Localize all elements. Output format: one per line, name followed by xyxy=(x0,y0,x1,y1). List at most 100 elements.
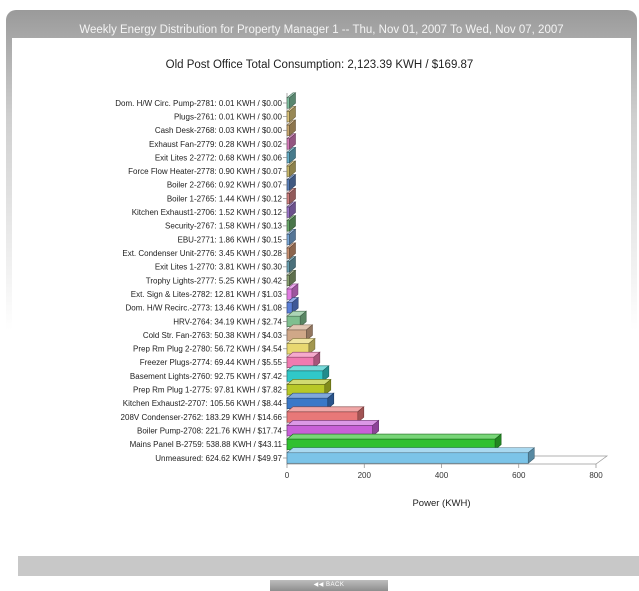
bar-side xyxy=(372,419,379,437)
bar xyxy=(286,378,332,396)
x-tick-label: 200 xyxy=(358,471,372,480)
category-label: Mains Panel B-2759: 538.88 KWH / $43.11 xyxy=(130,440,283,449)
category-label: Prep Rm Plug 2-2780: 56.72 KWH / $4.54 xyxy=(133,345,283,354)
bar-front xyxy=(286,179,290,191)
bar-front xyxy=(286,206,290,218)
bar-side xyxy=(327,392,335,410)
bar-top xyxy=(286,420,380,426)
bar-top xyxy=(286,433,502,440)
bar-side xyxy=(289,242,296,260)
category-label: Trophy Lights-2777: 5.25 KWH / $0.42 xyxy=(146,276,283,285)
x-tick-label: 0 xyxy=(285,471,290,480)
category-label: Kitchen Exhaust1-2706: 1.52 KWH / $0.12 xyxy=(132,208,283,217)
bar xyxy=(286,419,380,437)
bar-front xyxy=(286,97,290,109)
bar xyxy=(286,146,297,164)
bar-top xyxy=(286,392,335,399)
category-label: Boiler 1-2765: 1.44 KWH / $0.12 xyxy=(167,194,283,203)
category-label: Exit Lites 1-2770: 3.81 KWH / $0.30 xyxy=(155,263,283,272)
bar-front xyxy=(286,233,290,246)
category-label: Ext. Condenser Unit-2776: 3.45 KWH / $0.… xyxy=(122,249,282,258)
bar-front xyxy=(286,152,290,164)
bar-side xyxy=(291,283,299,301)
category-label: Freezer Plugs-2774: 69.44 KWH / $5.55 xyxy=(140,358,283,367)
bar-top xyxy=(286,406,365,413)
bar-side xyxy=(494,433,502,451)
bar-side xyxy=(289,146,296,164)
bar-front xyxy=(286,274,290,287)
chart-title: Old Post Office Total Consumption: 2,123… xyxy=(165,59,474,71)
bar xyxy=(286,174,297,191)
bar-front xyxy=(286,220,290,232)
bar-side xyxy=(289,214,296,232)
bar-top xyxy=(286,365,330,372)
bar-side xyxy=(289,187,296,205)
bar xyxy=(286,119,297,137)
category-label: Security-2767: 1.58 KWH / $0.13 xyxy=(165,222,283,231)
bar-side xyxy=(289,105,296,123)
bar-top xyxy=(286,379,332,385)
category-label: Cold Str. Fan-2763: 50.38 KWH / $4.03 xyxy=(143,331,283,340)
bar-side xyxy=(308,337,316,355)
category-label: EBU-2771: 1.86 KWH / $0.15 xyxy=(178,235,283,244)
bar xyxy=(286,201,297,219)
bar xyxy=(286,324,314,342)
bar-side xyxy=(291,296,299,314)
bar-front xyxy=(286,302,293,314)
bar xyxy=(286,310,308,328)
bar-front xyxy=(286,111,290,123)
bar xyxy=(286,269,297,287)
category-label: Exit Lites 2-2772: 0.68 KWH / $0.06 xyxy=(155,153,283,162)
bar-side xyxy=(324,378,332,396)
bar xyxy=(286,133,297,150)
bar-side xyxy=(289,255,296,273)
bar-front xyxy=(286,452,529,464)
bar-top xyxy=(286,447,536,454)
bar xyxy=(286,255,297,273)
bar-side xyxy=(289,92,296,109)
bar xyxy=(286,283,299,301)
category-label: Force Flow Heater-2778: 0.90 KWH / $0.07 xyxy=(128,167,282,176)
x-axis-title: Power (KWH) xyxy=(412,498,470,509)
category-label: Boiler 2-2766: 0.92 KWH / $0.07 xyxy=(167,181,283,190)
category-label: Kitchen Exhaust2-2707: 105.56 KWH / $8.4… xyxy=(123,399,283,408)
bar-side xyxy=(527,447,535,464)
category-label: 208V Condenser-2762: 183.29 KWH / $14.66 xyxy=(121,413,283,422)
bar-side xyxy=(357,406,365,423)
bar xyxy=(286,242,297,260)
bar-side xyxy=(289,269,296,287)
bar xyxy=(286,365,330,382)
bar-side xyxy=(289,174,296,191)
bar xyxy=(286,214,297,232)
bar-side xyxy=(289,160,296,178)
x-tick-label: 400 xyxy=(435,471,449,480)
category-label: Boiler Pump-2708: 221.76 KWH / $17.74 xyxy=(137,426,283,435)
bar-front xyxy=(286,165,290,177)
bar-front xyxy=(286,261,290,273)
category-label: Prep Rm Plug 1-2775: 97.81 KWH / $7.82 xyxy=(133,386,283,395)
page-title: Weekly Energy Distribution for Property … xyxy=(79,24,564,36)
category-label: Dom. H/W Circ. Pump-2781: 0.01 KWH / $0.… xyxy=(115,99,282,108)
bar xyxy=(286,92,297,109)
bar xyxy=(286,160,297,178)
bar-side xyxy=(289,228,296,246)
category-label: Ext. Sign & Lites-2782: 12.81 KWH / $1.0… xyxy=(131,290,283,299)
bar xyxy=(286,337,316,355)
bar xyxy=(286,228,297,246)
category-label: Unmeasured: 624.62 KWH / $49.97 xyxy=(155,454,282,463)
bar xyxy=(286,105,297,123)
bar-front xyxy=(286,138,290,150)
footer-bar xyxy=(18,556,639,576)
category-label: Dom. H/W Recirc.-2773: 13.46 KWH / $1.08 xyxy=(126,304,283,313)
back-button[interactable]: ◀◀ BACK xyxy=(270,580,388,591)
category-label: Plugs-2761: 0.01 KWH / $0.00 xyxy=(174,112,283,121)
bar xyxy=(286,406,365,423)
bar xyxy=(286,187,297,205)
x-tick-label: 600 xyxy=(512,471,526,480)
x-tick-label: 800 xyxy=(589,471,603,480)
category-label: Cash Desk-2768: 0.03 KWH / $0.00 xyxy=(155,126,283,135)
bar-side xyxy=(322,365,330,382)
bar xyxy=(286,433,502,451)
bar-side xyxy=(289,133,296,150)
